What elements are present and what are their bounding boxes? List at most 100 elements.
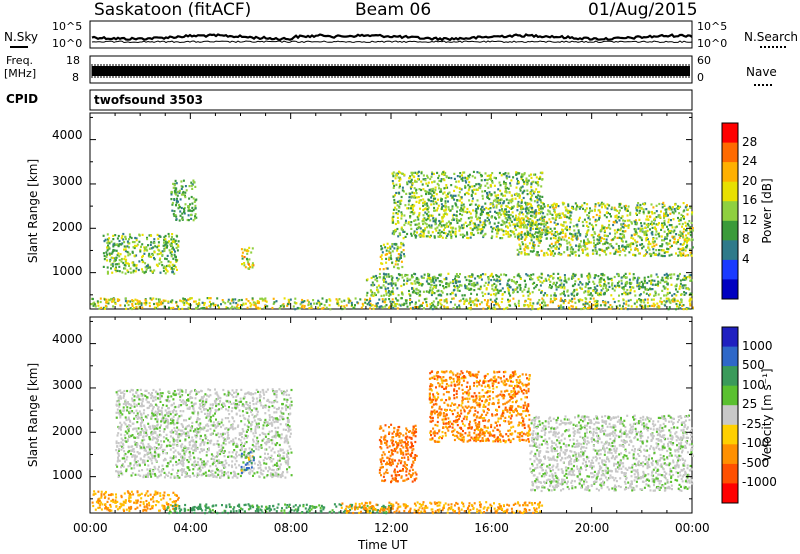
range-gate-cell bbox=[178, 205, 181, 208]
range-gate-cell bbox=[663, 223, 666, 226]
range-gate-cell bbox=[432, 217, 435, 220]
range-gate-cell bbox=[437, 224, 440, 227]
range-gate-cell bbox=[153, 238, 156, 241]
range-gate-cell bbox=[406, 181, 408, 184]
range-gate-cell bbox=[621, 233, 624, 236]
range-gate-cell bbox=[517, 193, 520, 196]
range-gate-cell bbox=[578, 243, 581, 246]
range-gate-cell bbox=[486, 193, 489, 196]
range-gate-cell bbox=[187, 207, 190, 210]
range-gate-cell bbox=[652, 248, 655, 251]
range-gate-cell bbox=[532, 307, 534, 310]
range-gate-cell bbox=[178, 189, 181, 192]
range-gate-cell bbox=[557, 277, 560, 280]
range-gate-cell bbox=[434, 219, 437, 222]
range-gate-cell bbox=[157, 501, 160, 504]
range-gate-cell bbox=[197, 305, 200, 308]
range-gate-cell bbox=[615, 242, 618, 245]
range-gate-cell bbox=[541, 297, 544, 300]
range-gate-cell bbox=[531, 208, 534, 211]
range-gate-cell bbox=[579, 280, 582, 284]
range-gate-cell bbox=[185, 189, 188, 192]
range-gate-cell bbox=[541, 219, 544, 222]
range-gate-cell bbox=[424, 189, 427, 193]
range-gate-cell bbox=[621, 240, 624, 243]
range-gate-cell bbox=[445, 222, 448, 225]
range-gate-cell bbox=[232, 298, 234, 301]
range-gate-cell bbox=[259, 307, 262, 310]
range-gate-cell bbox=[505, 183, 508, 186]
range-gate-cell bbox=[97, 301, 100, 304]
range-gate-cell bbox=[164, 257, 166, 260]
range-gate-cell bbox=[661, 254, 664, 258]
range-gate-cell bbox=[430, 279, 433, 282]
range-gate-cell bbox=[676, 274, 679, 277]
range-gate-cell bbox=[603, 278, 605, 281]
range-gate-cell bbox=[543, 222, 546, 225]
range-gate-cell bbox=[514, 281, 517, 284]
range-gate-cell bbox=[391, 290, 393, 293]
range-gate-cell bbox=[461, 176, 464, 179]
range-gate-cell bbox=[509, 213, 512, 217]
range-gate-cell bbox=[105, 490, 107, 494]
range-gate-cell bbox=[520, 251, 523, 254]
range-gate-cell bbox=[479, 221, 482, 224]
range-gate-cell bbox=[431, 171, 434, 174]
range-gate-cell bbox=[655, 273, 658, 276]
range-gate-cell bbox=[682, 254, 685, 257]
range-gate-cell bbox=[176, 199, 178, 203]
range-gate-cell bbox=[458, 289, 461, 292]
range-gate-cell bbox=[493, 278, 496, 281]
range-gate-cell bbox=[663, 214, 665, 217]
range-gate-cell bbox=[432, 200, 435, 203]
range-gate-cell bbox=[186, 218, 189, 222]
range-gate-cell bbox=[438, 299, 441, 302]
range-gate-cell bbox=[567, 203, 570, 206]
range-gate-cell bbox=[631, 286, 634, 289]
range-gate-cell bbox=[552, 217, 555, 220]
range-gate-cell bbox=[175, 260, 178, 263]
range-gate-cell bbox=[365, 294, 368, 297]
range-gate-cell bbox=[451, 196, 454, 199]
range-gate-cell bbox=[148, 247, 151, 250]
range-gate-cell bbox=[410, 221, 413, 224]
range-gate-cell bbox=[416, 306, 419, 309]
range-gate-cell bbox=[686, 241, 688, 244]
range-gate-cell bbox=[658, 214, 661, 217]
range-gate-cell bbox=[579, 286, 582, 289]
range-gate-cell bbox=[516, 222, 519, 225]
range-gate-cell bbox=[657, 306, 660, 309]
range-gate-cell bbox=[613, 284, 616, 287]
range-gate-cell bbox=[502, 233, 505, 236]
range-gate-cell bbox=[588, 280, 591, 284]
range-gate-cell bbox=[438, 213, 441, 216]
range-gate-cell bbox=[554, 218, 557, 221]
range-gate-cell bbox=[671, 211, 674, 214]
range-gate-cell bbox=[91, 501, 94, 504]
range-gate-cell bbox=[159, 271, 162, 274]
range-gate-cell bbox=[550, 294, 553, 297]
range-gate-cell bbox=[132, 300, 135, 303]
range-gate-cell bbox=[413, 204, 416, 207]
range-gate-cell bbox=[633, 276, 636, 280]
range-gate-cell bbox=[544, 223, 547, 226]
range-gate-cell bbox=[364, 301, 367, 304]
range-gate-cell bbox=[177, 245, 180, 248]
range-gate-cell bbox=[434, 197, 437, 200]
range-gate-cell bbox=[388, 275, 391, 278]
range-gate-cell bbox=[637, 249, 639, 252]
range-gate-cell bbox=[543, 254, 546, 257]
range-gate-cell bbox=[570, 246, 573, 249]
range-gate-cell bbox=[489, 176, 492, 179]
range-gate-cell bbox=[490, 236, 493, 240]
range-gate-cell bbox=[627, 226, 630, 229]
range-gate-cell bbox=[571, 238, 574, 242]
range-gate-cell bbox=[396, 266, 399, 270]
range-gate-cell bbox=[622, 299, 625, 302]
range-gate-cell bbox=[416, 226, 419, 230]
range-gate-cell bbox=[121, 271, 124, 274]
range-gate-cell bbox=[543, 301, 546, 304]
range-gate-cell bbox=[174, 255, 177, 258]
range-gate-cell bbox=[536, 235, 539, 238]
range-gate-cell bbox=[623, 236, 626, 239]
